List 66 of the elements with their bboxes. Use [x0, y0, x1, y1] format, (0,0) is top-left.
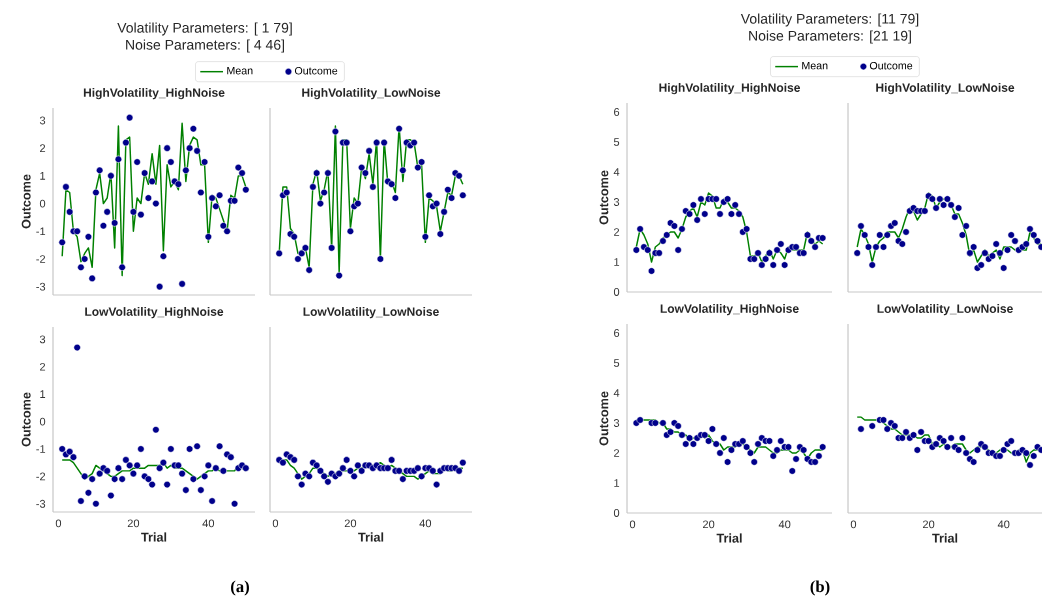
- text: Noise Parameters: [21 19]: [749, 30, 911, 44]
- y-tick-label: -1: [36, 445, 46, 453]
- x-tick-label: 0: [272, 519, 279, 528]
- y-tick-label: 3: [613, 419, 620, 427]
- y-tick-label: 0: [613, 288, 620, 296]
- y-tick-label: 3: [39, 116, 46, 125]
- y-axis-title: Outcome: [599, 391, 609, 446]
- x-axis-title: Trial: [716, 533, 742, 543]
- legend-label: Mean: [802, 61, 828, 70]
- y-tick-label: 6: [614, 329, 620, 337]
- x-tick-label: 20: [127, 519, 140, 528]
- legend-label: Mean: [227, 67, 253, 75]
- y-tick-label: -3: [36, 499, 46, 508]
- x-axis-title: Trial: [932, 533, 958, 543]
- y-axis-title: Outcome: [21, 392, 31, 447]
- x-tick-label: 40: [997, 520, 1010, 529]
- x-tick-label: 0: [629, 520, 636, 529]
- y-tick-label: -2: [36, 255, 46, 263]
- y-tick-label: -1: [36, 227, 46, 236]
- text: Noise Parameters: [ 4 46]: [126, 39, 284, 53]
- text: Volatility Parameters: [ 1 79]: [117, 22, 292, 36]
- y-tick-label: 4: [613, 389, 620, 397]
- y-tick-label: 1: [40, 390, 46, 398]
- chart-title: HighVolatility_HighNoise: [659, 83, 801, 95]
- x-tick-label: 0: [850, 520, 857, 529]
- y-axis-title: Outcome: [599, 170, 609, 225]
- y-tick-label: 0: [613, 509, 620, 517]
- y-tick-label: 3: [613, 198, 620, 206]
- x-axis-title: Trial: [358, 532, 384, 542]
- y-tick-label: 2: [614, 228, 620, 236]
- chart-title: HighVolatility_LowNoise: [876, 83, 1015, 95]
- x-tick-label: 40: [202, 519, 215, 528]
- x-tick-label: 20: [703, 520, 715, 529]
- x-tick-label: 40: [778, 520, 791, 529]
- y-tick-label: 5: [613, 138, 620, 146]
- chart-title: HighVolatility_HighNoise: [83, 88, 225, 100]
- y-tick-label: 2: [40, 144, 46, 153]
- y-tick-label: 1: [614, 479, 620, 487]
- y-tick-label: 4: [613, 168, 620, 176]
- x-tick-label: 0: [55, 519, 62, 528]
- chart-title: LowVolatility_HighNoise: [660, 304, 799, 316]
- y-tick-label: 3: [39, 335, 46, 344]
- text: (b): [810, 580, 830, 596]
- text: (a): [231, 580, 249, 596]
- y-tick-label: 2: [614, 449, 620, 457]
- y-tick-label: -3: [36, 282, 46, 291]
- y-tick-label: 2: [40, 362, 46, 371]
- chart-title: LowVolatility_HighNoise: [85, 307, 224, 319]
- chart-title: LowVolatility_LowNoise: [877, 304, 1013, 316]
- x-axis-title: Trial: [141, 532, 167, 542]
- legend-label: Outcome: [869, 61, 913, 70]
- y-tick-label: 1: [614, 258, 620, 266]
- text: Volatility Parameters: [11 79]: [740, 13, 919, 27]
- x-tick-label: 20: [344, 519, 357, 528]
- y-tick-label: 6: [614, 108, 620, 116]
- y-tick-label: 0: [39, 199, 46, 208]
- y-tick-label: 5: [613, 359, 620, 367]
- y-axis-title: Outcome: [21, 174, 31, 229]
- y-tick-label: -2: [36, 472, 46, 481]
- x-tick-label: 20: [922, 520, 935, 529]
- x-tick-label: 40: [419, 519, 432, 528]
- y-tick-label: 0: [39, 417, 46, 426]
- legend-label: Outcome: [294, 66, 338, 75]
- chart-title: LowVolatility_LowNoise: [303, 307, 439, 319]
- chart-title: HighVolatility_LowNoise: [302, 88, 441, 100]
- y-tick-label: 1: [40, 172, 46, 180]
